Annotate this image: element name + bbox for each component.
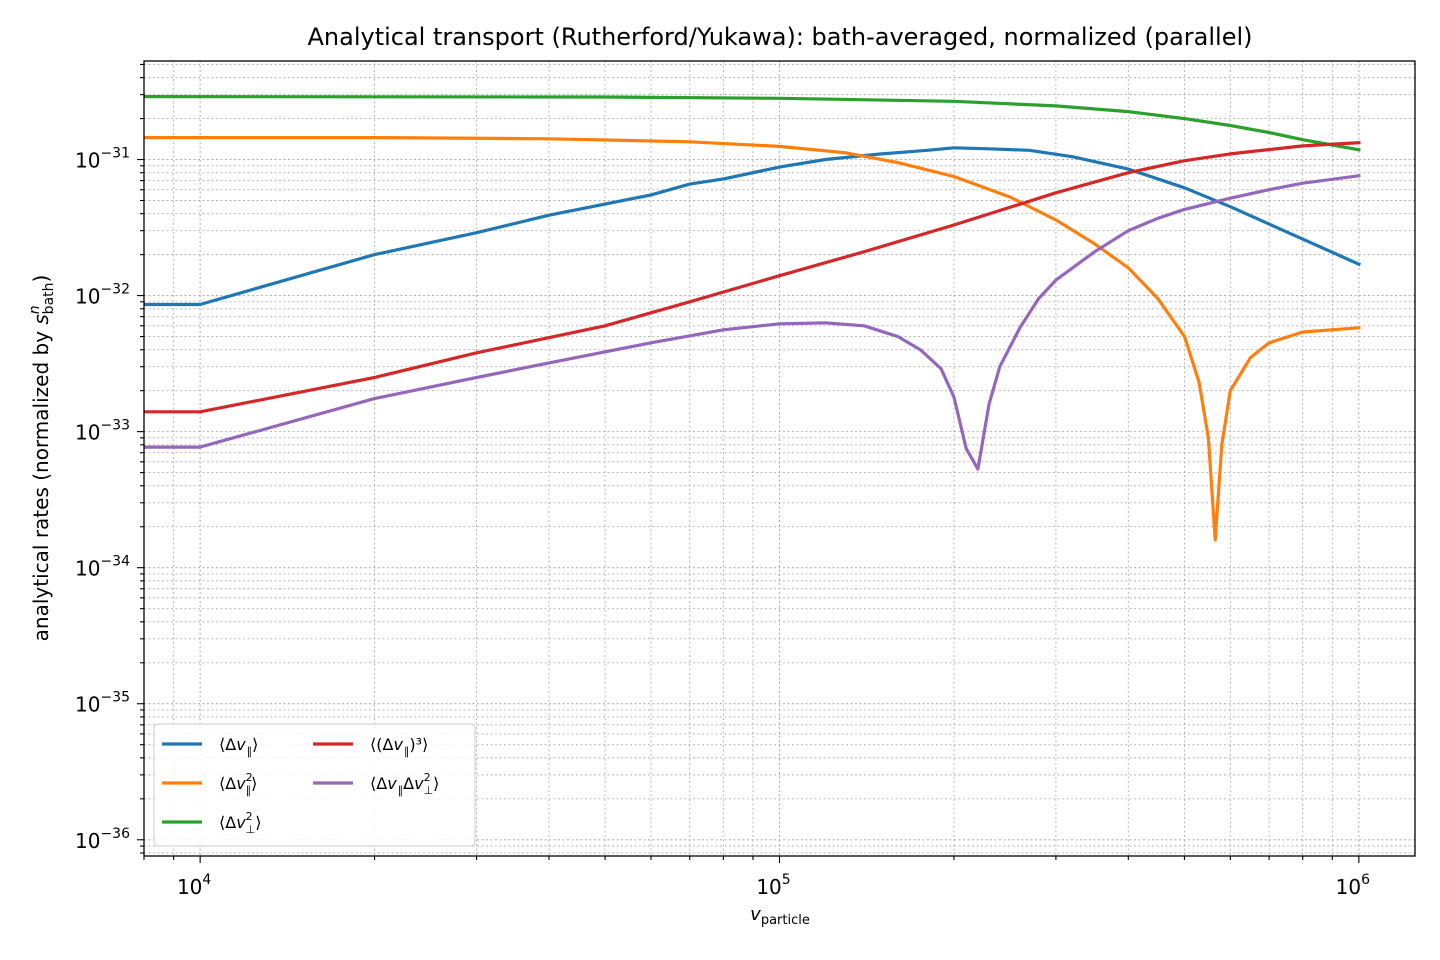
y-tick-label: 10−34 [75,554,130,581]
y-tick-label-base: 10 [75,149,100,173]
legend-label-part: ⟨(Δ [370,735,393,754]
y-tick-label-base: 10 [75,693,100,717]
y-tick-label: 10−31 [75,146,130,173]
y-tick-label: 10−32 [75,282,130,309]
x-tick-label-base: 10 [1336,875,1361,899]
legend-label-sub: ∥ [246,784,252,797]
y-axis-label-suffix: ) [29,275,53,283]
legend-label-sub: ⊥ [424,784,434,797]
legend-label-var: v [236,735,246,754]
legend-label: ⟨Δv∥⟩ [219,735,258,758]
legend-label-part: ⟨Δ [219,813,236,832]
legend-label: ⟨Δv2 ∥⟩ [219,771,257,797]
x-axis-label: vparticle [750,904,810,928]
series-line [144,141,1361,414]
x-tick-label: 104 [177,872,211,899]
legend-label-part: ⟩ [251,774,257,793]
x-tick-label: 106 [1336,872,1370,899]
y-axis-label-prefix: analytical rates (normalized by [29,325,53,642]
legend-label-part: ⟨Δ [219,735,236,754]
x-tick-label-base: 10 [177,875,202,899]
x-tick-label: 105 [756,872,790,899]
legend-label-var: v [387,774,397,793]
chart-title: Analytical transport (Rutherford/Yukawa)… [307,23,1252,51]
series-line [144,146,1362,307]
legend-label-part: ⟨Δ [219,774,236,793]
x-tick-label-base: 10 [756,875,781,899]
legend-label-sup: 2 [246,810,253,823]
legend-label-var: v [236,774,246,793]
y-tick-label-base: 10 [75,557,100,581]
x-tick-label-exponent: 6 [1361,872,1370,888]
series-layer [144,94,1362,542]
series-line [144,136,1361,542]
legend-box [153,723,476,847]
y-axis-label-sup: n [27,305,43,314]
legend: ⟨Δv∥⟩⟨Δv2 ∥⟩⟨Δv2 ⊥⟩⟨(Δv∥)³⟩⟨Δv∥Δv2 ⊥⟩ [153,723,476,847]
x-axis-label-base: v [750,904,761,925]
y-tick-label-exponent: −35 [100,690,130,706]
grid [143,61,1415,856]
x-axis-label-sub: particle [761,913,810,928]
y-tick-label-base: 10 [75,285,100,309]
y-tick-label-exponent: −34 [100,554,130,570]
y-tick-label: 10−35 [75,690,130,717]
series-line [144,94,1361,152]
y-tick-label-exponent: −32 [100,282,130,298]
y-tick-label-base: 10 [75,421,100,445]
legend-label-sup: 2 [424,771,431,784]
legend-label: ⟨Δv∥Δv2 ⊥⟩ [370,771,439,797]
y-tick-label-exponent: −33 [100,418,130,434]
legend-label-part: ⟩ [433,774,439,793]
series-line [144,174,1361,471]
legend-label-var: v [393,735,403,754]
legend-label-part: ⟨Δ [370,774,387,793]
legend-label-sub: ∥ [404,745,410,758]
legend-label-var: v [236,813,246,832]
y-axis-label-sub: bath [41,282,57,314]
y-axis-label-base: s [29,314,53,324]
x-tick-label-exponent: 4 [202,872,211,888]
legend-label-sub: ⊥ [246,823,256,836]
legend-label-sub: ∥ [398,784,404,797]
legend-label: ⟨(Δv∥)³⟩ [370,735,428,758]
y-tick-label-exponent: −36 [100,826,130,842]
legend-label-sup: 2 [246,771,253,784]
legend-label-sub: ∥ [247,745,253,758]
y-tick-label-base: 10 [75,829,100,853]
y-axis-label: analytical rates (normalized by snbath) [27,275,57,642]
legend-label-part: ⟩ [255,813,261,832]
legend-label-part: Δ [403,774,414,793]
x-tick-label-exponent: 5 [782,872,791,888]
x-axis: 104 105 106 [143,856,1370,899]
legend-label-part: )³⟩ [409,735,428,754]
y-tick-label: 10−33 [75,418,130,445]
y-tick-label-exponent: −31 [100,146,130,162]
legend-label: ⟨Δv2 ⊥⟩ [219,810,262,836]
legend-label-part: ⟩ [252,735,258,754]
legend-label-var: v [414,774,424,793]
y-tick-label: 10−36 [75,826,130,853]
